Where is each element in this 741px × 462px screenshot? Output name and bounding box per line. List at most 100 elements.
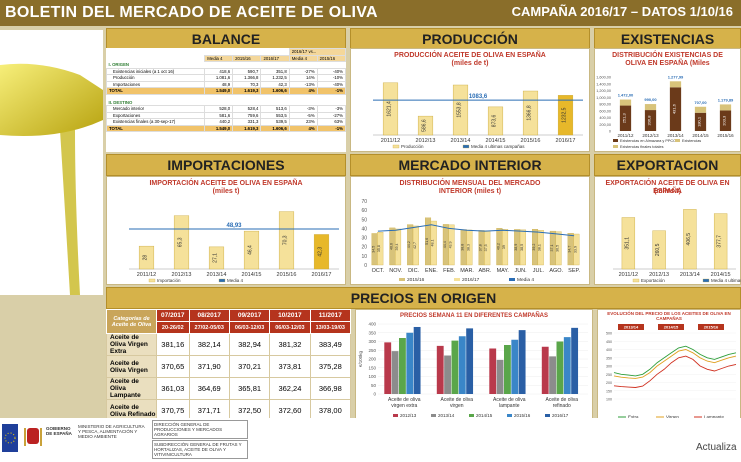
legend-label: Lampante — [704, 415, 725, 420]
legend-swatch — [462, 144, 470, 149]
x-tick-label: 2012/13 — [172, 272, 192, 278]
precios-semana-chart: 0 50 100 150 200 250 300 350 400 €/100kg Aceite de… — [358, 322, 588, 418]
balance-cell: 4% — [288, 124, 318, 132]
campaign-label: CAMPAÑA 2016/17 – DATOS 1/10/16 — [511, 4, 733, 19]
spain-coat-of-arms-icon — [24, 428, 42, 446]
bar — [377, 232, 384, 266]
bar — [466, 328, 474, 394]
legend-label: Media 4 ultimas — [711, 278, 741, 283]
x-tick-label: 2015/16 — [277, 272, 297, 278]
bar-label: 39,2 — [532, 244, 536, 251]
legend-label: Virgen — [666, 415, 679, 420]
bar — [436, 345, 444, 394]
chart-title: IMPORTACIÓN ACEITE DE OLIVA EN ESPAÑA — [149, 180, 303, 187]
bar — [683, 209, 697, 270]
bar-label: 46,4 — [248, 245, 254, 255]
balance-destino: II. DESTINO — [108, 99, 133, 105]
y-tick-label: 500 — [606, 332, 612, 336]
bar-label: 39 — [502, 245, 506, 249]
legend-swatch — [613, 145, 618, 148]
price-value: 382,94 — [228, 333, 271, 356]
bar — [138, 245, 155, 270]
bar-label: 70,3 — [283, 235, 289, 245]
bar — [522, 90, 539, 136]
legend-label: 2012/13 — [400, 413, 417, 418]
bar-label: 65,3 — [178, 237, 184, 247]
bar-label: 431,6 — [672, 103, 677, 114]
x-tick-label: OCT. — [372, 268, 385, 274]
bar — [412, 225, 419, 266]
bar — [519, 229, 526, 266]
reference-label: 48,93 — [226, 223, 242, 229]
balance-cell: -40% — [316, 67, 347, 75]
y-tick-label: 300 — [606, 365, 612, 369]
y-tick-label: 50 — [361, 217, 367, 223]
bar — [541, 346, 549, 394]
footer-ministerio: MINISTERIO DE AGRICULTURA Y PESCA, ALIME… — [78, 424, 145, 439]
bar-segment — [719, 104, 732, 111]
x-tick-label: 2013/14 — [451, 138, 471, 144]
legend-swatch — [632, 278, 640, 283]
price-value: 364,69 — [188, 377, 230, 400]
y-tick-label: 350 — [368, 330, 376, 335]
x-tick-label: 2011/12 — [619, 272, 638, 278]
bar-label: 260,5 — [655, 243, 661, 256]
bar-segment — [669, 81, 682, 88]
bar-label: 27,1 — [213, 253, 219, 263]
bar — [278, 211, 295, 270]
x-tick-label: MAY. — [497, 268, 510, 274]
legend-swatch — [148, 278, 156, 283]
x-tick-label: 2014/15 — [242, 272, 262, 278]
section-mercado: MERCADO INTERIOR — [350, 154, 590, 176]
x-tick-label: ENE. — [425, 268, 438, 274]
price-category: Aceite de Oliva Lampante — [106, 377, 157, 400]
balance-cell: -1% — [316, 124, 347, 132]
x-tick-label: 2016/17 — [312, 272, 332, 278]
x-tick-label: virgen extra — [391, 403, 417, 409]
bar — [644, 110, 657, 131]
bar-label: 351,1 — [624, 237, 630, 250]
bar-label: 34,7 — [568, 246, 572, 253]
bar — [504, 345, 511, 394]
y-tick-label: 60 — [361, 208, 367, 214]
bar-segment — [619, 99, 632, 106]
price-value: 370,21 — [228, 355, 271, 378]
balance-total-row: TOTAL 1.549,0 1.619,3 1.606,6 4% -1% — [105, 87, 347, 95]
price-value: 365,81 — [228, 377, 271, 400]
bar-label: 39,4 — [395, 243, 399, 250]
bar — [384, 342, 392, 394]
price-value: 362,24 — [269, 377, 311, 400]
x-tick-label: Aceite de oliva — [545, 397, 578, 403]
x-tick-label: 2013/14 — [207, 272, 227, 278]
y-tick-label: 150 — [606, 389, 612, 393]
prices-week: 07/2017 — [156, 309, 190, 322]
oil-bottle-shape — [0, 63, 103, 136]
bar-label: 37,5 — [484, 244, 488, 251]
bar — [417, 115, 434, 136]
x-tick-label: 2013/14 — [667, 133, 684, 138]
x-tick-label: 2012/13 — [649, 272, 669, 278]
chart-title: PRECIOS SEMANA 11 EN DIFERENTES CAMPAÑAS — [399, 313, 549, 319]
prices-week: 10/2017 — [269, 309, 311, 322]
bar — [399, 338, 406, 394]
chart-title: PRODUCCIÓN ACEITE DE OLIVA EN ESPAÑA — [394, 52, 546, 59]
bar — [444, 355, 451, 394]
y-tick-label: 1,200,00 — [596, 89, 611, 93]
legend-label: Media 4 — [227, 278, 244, 283]
price-row: Aceite de Oliva Refinado 370,75 371,71 372,… — [106, 399, 352, 422]
bar — [621, 217, 636, 270]
bar-label: 43,9 — [449, 241, 453, 248]
bar — [549, 356, 556, 394]
legend-swatch — [545, 414, 550, 417]
bar — [713, 213, 728, 270]
bar-label: 1621,4 — [387, 101, 393, 117]
bar — [555, 231, 562, 266]
chart-title: DISTRIBUCIÓN EXISTENCIAS DE — [612, 52, 723, 59]
y-tick-label: 1,000,00 — [596, 96, 611, 100]
legend-label: Exportación — [641, 278, 665, 283]
price-value: 370,65 — [156, 355, 190, 378]
y-tick-label: 800,00 — [599, 103, 611, 107]
balance-cell: Producción — [105, 74, 206, 82]
bar — [557, 95, 574, 136]
top-label: 1.472,00 — [618, 93, 634, 98]
